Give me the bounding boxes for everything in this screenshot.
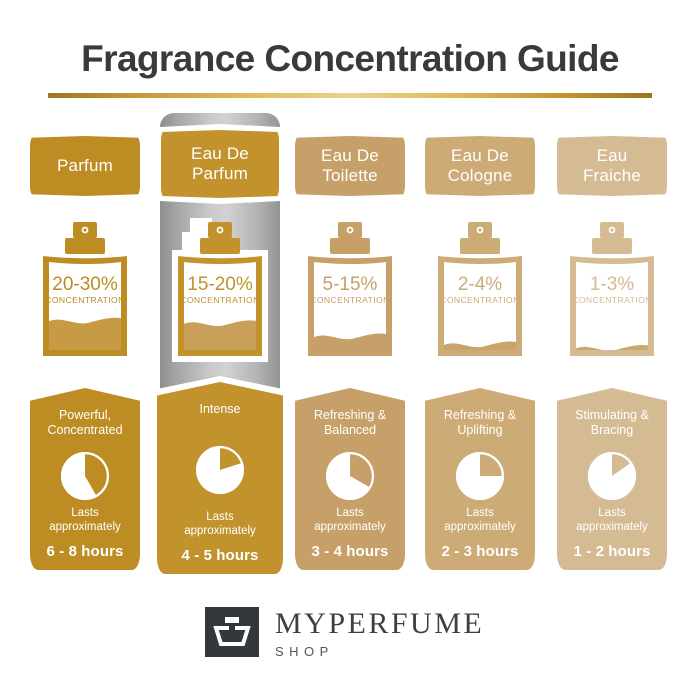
pie-outline [61, 452, 109, 500]
page-title: Fragrance Concentration Guide [81, 38, 619, 79]
bottle-liquid [314, 333, 386, 350]
column-header-badge[interactable]: Eau De Parfum [161, 130, 279, 198]
bottle-percent: 20-30% [52, 274, 118, 295]
bottle-percent: 2-4% [458, 274, 502, 295]
card-title: Refreshing & Balanced [313, 408, 387, 437]
card-duration: 6 - 8 hours [46, 543, 124, 560]
bottle-caption: CONCENTRATION [572, 295, 652, 305]
card-duration: 4 - 5 hours [181, 547, 259, 564]
column-header-badge[interactable]: Parfum [30, 136, 140, 196]
card-duration: 1 - 2 hours [573, 543, 651, 560]
bottle-percent: 5-15% [323, 274, 378, 295]
bottle-liquid [49, 317, 121, 350]
column-header-label: Eau De Parfum [191, 144, 249, 183]
pie-outline [456, 452, 504, 500]
perfume-bottle-logo-icon [203, 603, 261, 661]
brand-wordmark: MYPERFUME SHOP [275, 608, 484, 660]
column-header-badge[interactable]: Eau De Cologne [425, 136, 535, 196]
card-lasts-label: Lasts approximately [184, 511, 256, 537]
bottle-liquid [576, 344, 648, 350]
description-card[interactable]: Powerful, Concentrated Lasts approximatel… [30, 388, 140, 570]
longevity-pie-chart [194, 444, 246, 501]
pie-outline [326, 452, 374, 500]
perfume-bottle: 20-30% CONCENTRATION [35, 216, 135, 366]
bottle-liquid [444, 341, 516, 350]
bottle-collar [460, 238, 500, 254]
bottle-caption: CONCENTRATION [180, 295, 260, 305]
brand-subtitle: SHOP [275, 644, 334, 659]
column-header-label: Parfum [57, 156, 113, 175]
pie-outline [588, 452, 636, 500]
bottle-glass [314, 262, 386, 350]
card-lasts-label: Lasts approximately [444, 507, 516, 533]
bottle-glass [444, 262, 516, 350]
bottle-collar [592, 238, 632, 254]
bottle-collar [65, 238, 105, 254]
pie-outline [196, 446, 244, 494]
perfume-bottle: 2-4% CONCENTRATION [430, 216, 530, 366]
description-card[interactable]: Intense Lasts approximately 4 - 5 hours [157, 382, 283, 574]
card-title: Intense [199, 402, 241, 416]
card-title: Stimulating & Bracing [575, 408, 649, 437]
bottle-collar [200, 238, 240, 254]
longevity-pie-chart [324, 450, 376, 507]
card-duration: 2 - 3 hours [441, 543, 519, 560]
card-lasts-label: Lasts approximately [576, 507, 648, 533]
bottle-glass [576, 262, 648, 350]
brand-name: MYPERFUME [275, 607, 485, 640]
column-header-badge[interactable]: Eau De Toilette [295, 136, 405, 196]
longevity-pie-chart [454, 450, 506, 507]
bottle-percent: 1-3% [590, 274, 634, 295]
title-divider [48, 93, 652, 98]
card-title: Refreshing & Uplifting [443, 408, 517, 437]
longevity-pie-chart [586, 450, 638, 507]
perfume-bottle: 15-20% CONCENTRATION [170, 216, 270, 366]
card-duration: 3 - 4 hours [311, 543, 389, 560]
card-title: Powerful, Concentrated [47, 408, 123, 437]
bottle-caption: CONCENTRATION [310, 295, 390, 305]
pie-wedge [480, 452, 504, 476]
bottle-collar [330, 238, 370, 254]
column-header-label: Eau De Cologne [447, 146, 513, 185]
card-lasts-label: Lasts approximately [49, 507, 121, 533]
bottle-percent: 15-20% [187, 274, 253, 295]
description-card[interactable]: Stimulating & Bracing Lasts approximately… [557, 388, 667, 570]
perfume-bottle: 5-15% CONCENTRATION [300, 216, 400, 366]
bottle-caption: CONCENTRATION [440, 295, 520, 305]
column-header-label: Eau Fraiche [582, 146, 642, 185]
description-card[interactable]: Refreshing & Balanced Lasts approximately… [295, 388, 405, 570]
perfume-bottle: 1-3% CONCENTRATION [562, 216, 662, 366]
column-header-label: Eau De Toilette [321, 146, 379, 185]
pie-wedge [220, 446, 243, 470]
description-card[interactable]: Refreshing & Uplifting Lasts approximatel… [425, 388, 535, 570]
card-lasts-label: Lasts approximately [314, 507, 386, 533]
bottle-caption: CONCENTRATION [45, 295, 125, 305]
column-header-badge[interactable]: Eau Fraiche [557, 136, 667, 196]
longevity-pie-chart [59, 450, 111, 507]
bottle-liquid [184, 320, 256, 350]
